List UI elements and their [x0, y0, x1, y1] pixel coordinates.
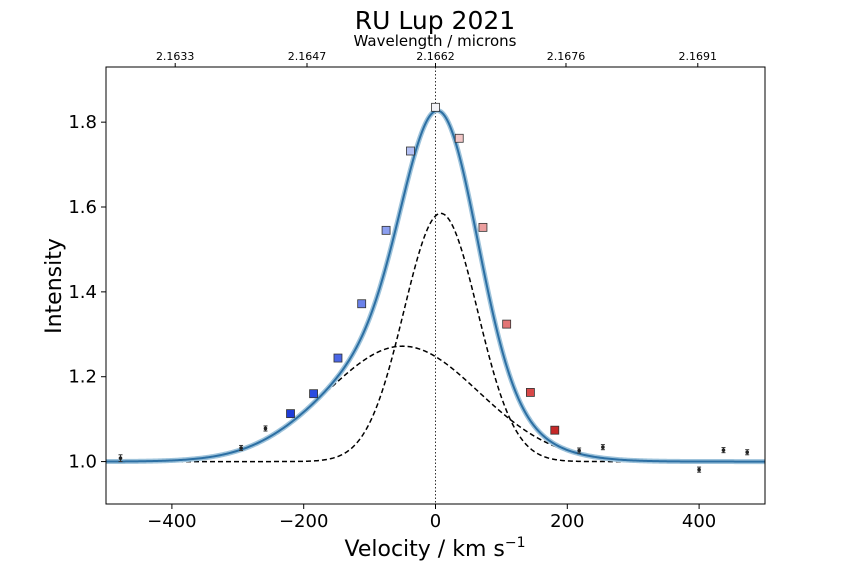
plot-area: −400 −200 0 200 400 1.0 1.2 1.4 1.6 1.8 2.1633 2.16…	[68, 50, 765, 532]
y-tick-label: 1.2	[68, 367, 97, 388]
data-point-square	[333, 353, 343, 363]
x-axis-label: Velocity / km s−1	[345, 535, 526, 562]
plot-frame	[105, 66, 766, 505]
fit-curve-halo	[106, 108, 765, 465]
plot-inner	[106, 67, 765, 504]
y-tick-label: 1.6	[68, 197, 97, 218]
data-point-square	[478, 222, 488, 232]
continuum-marker	[697, 467, 701, 472]
data-point-square	[525, 388, 535, 397]
y-tick-label: 1.0	[68, 452, 97, 473]
x-tick-label: 200	[550, 511, 584, 532]
continuum-marker	[745, 450, 750, 455]
fit-curve	[106, 109, 765, 463]
x-axis-label-superscript: −1	[505, 535, 526, 551]
y-tick-label: 1.8	[68, 112, 97, 133]
continuum-marker	[118, 456, 123, 460]
top-tick-label: 2.1647	[288, 50, 327, 63]
chart-title: RU Lup 2021	[355, 6, 515, 35]
continuum-marker	[239, 446, 243, 450]
continuum-point	[118, 454, 123, 463]
top-tick-label: 2.1633	[156, 50, 195, 63]
continuum-point	[239, 444, 244, 452]
continuum-point	[697, 466, 702, 473]
data-point-square	[550, 425, 560, 435]
data-point-square	[309, 389, 318, 399]
data-point-square	[431, 102, 440, 112]
component-curve-1	[106, 212, 765, 463]
data-point-square	[502, 319, 512, 329]
data-point-square	[286, 409, 295, 419]
data-point-square	[381, 225, 391, 235]
continuum-marker	[263, 426, 268, 431]
x-tick-label: 0	[430, 511, 441, 532]
continuum-point	[577, 447, 582, 454]
y-tick-label: 1.4	[68, 282, 97, 303]
continuum-marker	[721, 448, 726, 452]
y-axis-label: Intensity	[42, 238, 67, 334]
x-axis-label-text: Velocity / km s	[345, 537, 505, 562]
data-point-square	[454, 133, 464, 143]
x-tick-label: 400	[682, 511, 716, 532]
continuum-point	[745, 449, 750, 456]
top-tick-label: 2.1662	[416, 50, 455, 63]
x-tick-label: −400	[147, 511, 196, 532]
top-tick-label: 2.1691	[679, 50, 718, 63]
continuum-point	[721, 447, 726, 454]
continuum-marker	[601, 445, 605, 449]
continuum-point	[263, 425, 268, 432]
x-tick-label: −200	[279, 511, 328, 532]
top-axis-label: Wavelength / microns	[354, 32, 517, 50]
top-tick-label: 2.1676	[547, 50, 586, 63]
continuum-marker	[577, 448, 581, 453]
data-point-square	[406, 146, 415, 156]
continuum-point	[600, 444, 605, 451]
data-point-square	[357, 299, 367, 309]
